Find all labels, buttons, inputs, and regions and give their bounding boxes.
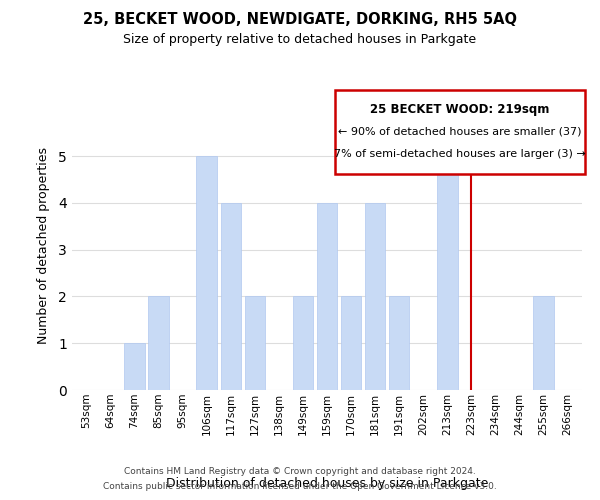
Bar (341, 296, 361, 390)
FancyBboxPatch shape (335, 90, 584, 174)
Text: Contains public sector information licensed under the Open Government Licence v3: Contains public sector information licen… (103, 482, 497, 491)
Bar (245, 296, 265, 390)
Bar (533, 296, 554, 390)
Text: Contains HM Land Registry data © Crown copyright and database right 2024.: Contains HM Land Registry data © Crown c… (124, 467, 476, 476)
Text: ← 90% of detached houses are smaller (37): ← 90% of detached houses are smaller (37… (338, 126, 581, 136)
Text: 7% of semi-detached houses are larger (3) →: 7% of semi-detached houses are larger (3… (334, 150, 586, 160)
Bar (221, 203, 241, 390)
Bar (437, 156, 458, 390)
Bar (317, 203, 337, 390)
Bar (293, 296, 313, 390)
Bar (365, 203, 385, 390)
Bar (196, 156, 217, 390)
Bar (124, 343, 145, 390)
Bar (389, 296, 409, 390)
Bar (148, 296, 169, 390)
Text: Size of property relative to detached houses in Parkgate: Size of property relative to detached ho… (124, 32, 476, 46)
X-axis label: Distribution of detached houses by size in Parkgate: Distribution of detached houses by size … (166, 476, 488, 490)
Text: 25, BECKET WOOD, NEWDIGATE, DORKING, RH5 5AQ: 25, BECKET WOOD, NEWDIGATE, DORKING, RH5… (83, 12, 517, 28)
Text: 25 BECKET WOOD: 219sqm: 25 BECKET WOOD: 219sqm (370, 103, 549, 116)
Y-axis label: Number of detached properties: Number of detached properties (37, 146, 50, 344)
